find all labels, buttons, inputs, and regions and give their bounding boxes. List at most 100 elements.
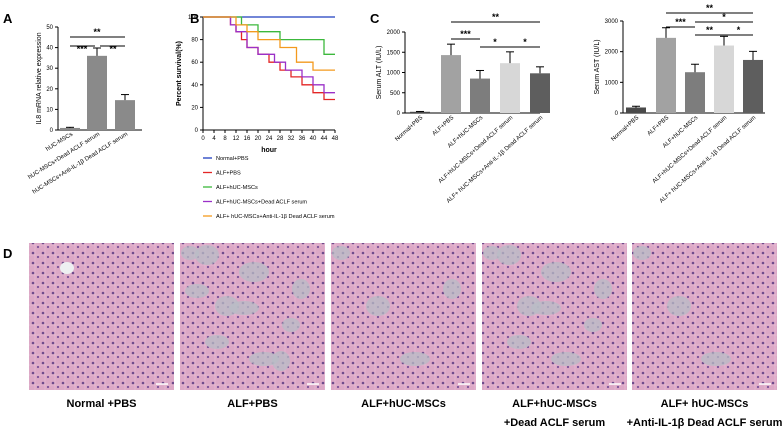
y-tick-label: 1000 — [387, 71, 401, 77]
necrosis-patch — [239, 262, 269, 282]
significance-label: * — [523, 37, 527, 47]
necrosis-patch — [443, 279, 461, 299]
histology-caption: ALF+hUC-MSCs — [361, 398, 446, 410]
histology-image — [632, 243, 777, 390]
y-axis-label: IL8 mRNA relative expression — [36, 32, 43, 124]
necrosis-patch — [282, 318, 300, 332]
alt-bar-chart: 0 500 1000 1500 2000 Serum ALT (IU/L) Normal+P… — [376, 12, 550, 205]
y-tick-label: 0 — [397, 111, 401, 117]
legend-entry: ALF+ hUC-MSCs+Anti-IL-1β Dead ACLF serum — [216, 214, 335, 220]
panel-label-d: D — [3, 246, 12, 261]
necrosis-patch — [292, 279, 310, 299]
bar — [470, 78, 490, 113]
necrosis-patch — [541, 262, 571, 282]
necrosis-patch — [633, 246, 651, 260]
necrosis-patch — [483, 246, 501, 260]
panel-label-c: C — [370, 11, 380, 26]
histology-caption-line2: +Anti-IL-1β Dead ACLF serum — [627, 417, 783, 429]
panel-label-a: A — [3, 11, 13, 26]
histology-caption: ALF+ hUC-MSCs — [661, 398, 749, 410]
necrosis-patch — [205, 335, 229, 349]
significance-label: ** — [706, 3, 714, 13]
legend-entry: Normal+PBS — [216, 156, 249, 162]
necrosis-patch — [551, 352, 581, 366]
histology-caption: ALF+PBS — [227, 398, 277, 410]
y-axis-label: Percent survival(%) — [176, 41, 183, 106]
significance-label: *** — [460, 29, 471, 39]
y-tick-label: 0 — [50, 128, 54, 134]
y-tick-label: 1500 — [387, 50, 401, 56]
survival-line — [203, 16, 335, 94]
significance-label: *** — [675, 17, 686, 27]
bar — [530, 73, 550, 113]
x-tick-label: 40 — [310, 136, 317, 142]
histology-panels: Normal +PBS ALF+PBS ALF+hUC-MSCs ALF+hUC-MS… — [29, 243, 783, 429]
x-tick-label: 16 — [244, 136, 251, 142]
significance-label: * — [722, 12, 726, 22]
histology-caption-line2: +Dead ACLF serum — [504, 417, 606, 429]
necrosis-patch — [531, 301, 561, 315]
significance-label: ** — [109, 44, 117, 54]
y-tick-label: 80 — [191, 38, 198, 44]
necrosis-patch — [667, 296, 691, 316]
necrosis-patch — [497, 245, 521, 265]
y-tick-label: 2000 — [605, 50, 619, 56]
ast-bar-chart: 0 1000 2000 3000 Serum AST (IU/L) Normal+PBS A… — [594, 3, 765, 205]
survival-line — [203, 16, 335, 101]
x-tick-label: 20 — [255, 136, 262, 142]
y-tick-label: 10 — [46, 107, 53, 113]
x-tick-label: 8 — [223, 136, 227, 142]
necrosis-patch — [594, 279, 612, 299]
y-axis-label: Serum ALT (IU/L) — [376, 46, 383, 100]
survival-line — [203, 16, 335, 71]
bar — [87, 55, 107, 131]
category-label: ALF+PBS — [432, 115, 456, 137]
significance-label: * — [737, 25, 741, 35]
y-axis-label: Serum AST (IU/L) — [594, 39, 601, 94]
x-tick-label: 36 — [299, 136, 306, 142]
category-label: Normal+PBS — [394, 115, 424, 143]
necrosis-patch — [701, 352, 731, 366]
histology-image — [331, 243, 476, 390]
necrosis-patch — [229, 301, 259, 315]
x-axis-label: hour — [261, 147, 277, 154]
legend-entry: ALF+PBS — [216, 171, 241, 177]
bar — [714, 45, 734, 113]
bar — [441, 55, 461, 113]
necrosis-patch — [366, 296, 390, 316]
necrosis-patch — [272, 351, 290, 371]
y-tick-label: 0 — [615, 111, 619, 117]
significance-label: ** — [93, 27, 101, 37]
necrosis-patch — [185, 284, 209, 298]
y-tick-label: 0 — [195, 128, 199, 134]
survival-line — [203, 16, 335, 55]
category-label: Normal+PBS — [610, 115, 640, 143]
bar — [656, 37, 676, 113]
significance-label: *** — [77, 44, 88, 54]
category-label: ALF+PBS — [647, 115, 671, 137]
bar — [115, 100, 135, 130]
necrosis-patch — [584, 318, 602, 332]
bar — [500, 63, 520, 113]
significance-label: * — [493, 37, 497, 47]
significance-label: ** — [706, 25, 714, 35]
y-tick-label: 30 — [46, 66, 53, 72]
necrosis-patch — [195, 245, 219, 265]
central-vein — [60, 262, 74, 274]
y-tick-label: 20 — [46, 87, 53, 93]
x-tick-label: 48 — [332, 136, 339, 142]
y-tick-label: 2000 — [387, 30, 401, 36]
histology-image — [29, 243, 174, 390]
significance-label: ** — [492, 12, 500, 22]
bar — [626, 107, 646, 113]
bar — [743, 59, 763, 113]
bar — [60, 127, 80, 130]
x-tick-label: 44 — [321, 136, 328, 142]
bar — [685, 72, 705, 113]
y-tick-label: 1000 — [605, 80, 619, 86]
y-tick-label: 60 — [191, 60, 198, 66]
x-tick-label: 4 — [212, 136, 216, 142]
y-tick-label: 50 — [46, 25, 53, 31]
